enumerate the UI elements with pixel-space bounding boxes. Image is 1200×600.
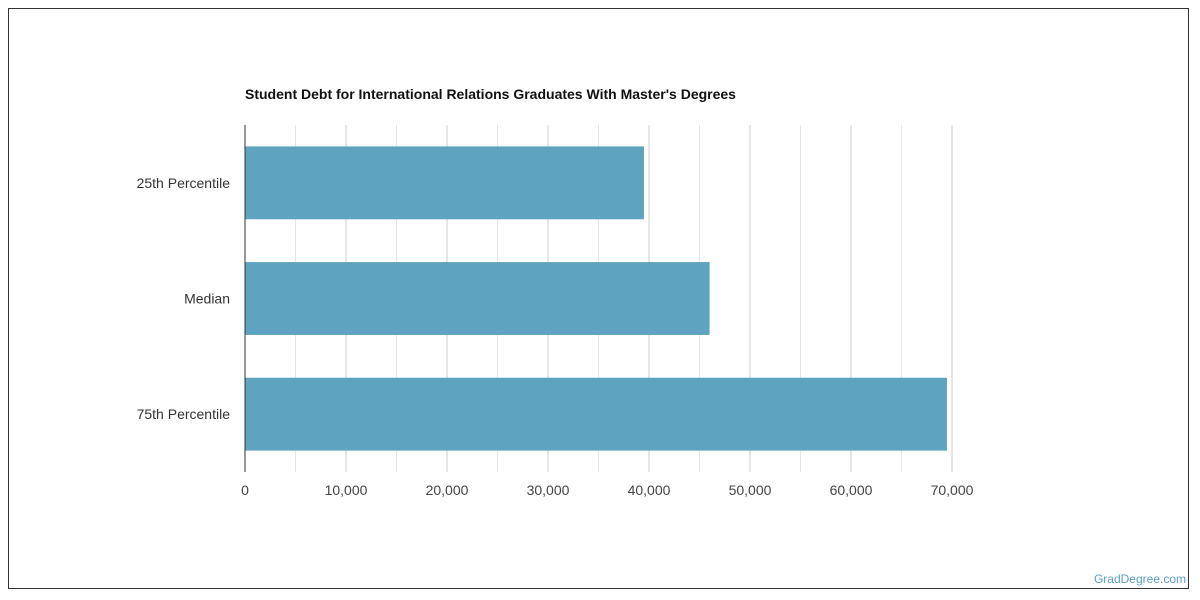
x-tick-label: 60,000 (830, 482, 873, 498)
chart-title: Student Debt for International Relations… (245, 86, 736, 102)
source-credit[interactable]: GradDegree.com (1093, 572, 1186, 586)
x-tick-label: 0 (241, 482, 249, 498)
bar[interactable] (245, 262, 710, 335)
bar[interactable] (245, 377, 947, 451)
x-tick-label: 70,000 (931, 482, 974, 498)
bars (245, 146, 947, 451)
x-tick-label: 40,000 (628, 482, 671, 498)
x-axis-ticks: 0 10,000 20,000 30,000 40,000 50,000 60,000 70,… (241, 482, 974, 498)
category-label: 25th Percentile (137, 175, 231, 191)
x-tick-label: 10,000 (325, 482, 368, 498)
x-tick-label: 20,000 (426, 482, 469, 498)
category-label: 75th Percentile (137, 406, 231, 422)
category-label: Median (184, 291, 230, 307)
x-tick-label: 30,000 (527, 482, 570, 498)
x-tick-label: 50,000 (729, 482, 772, 498)
category-labels: 25th Percentile Median 75th Percentile (137, 175, 231, 422)
bar[interactable] (245, 146, 644, 220)
